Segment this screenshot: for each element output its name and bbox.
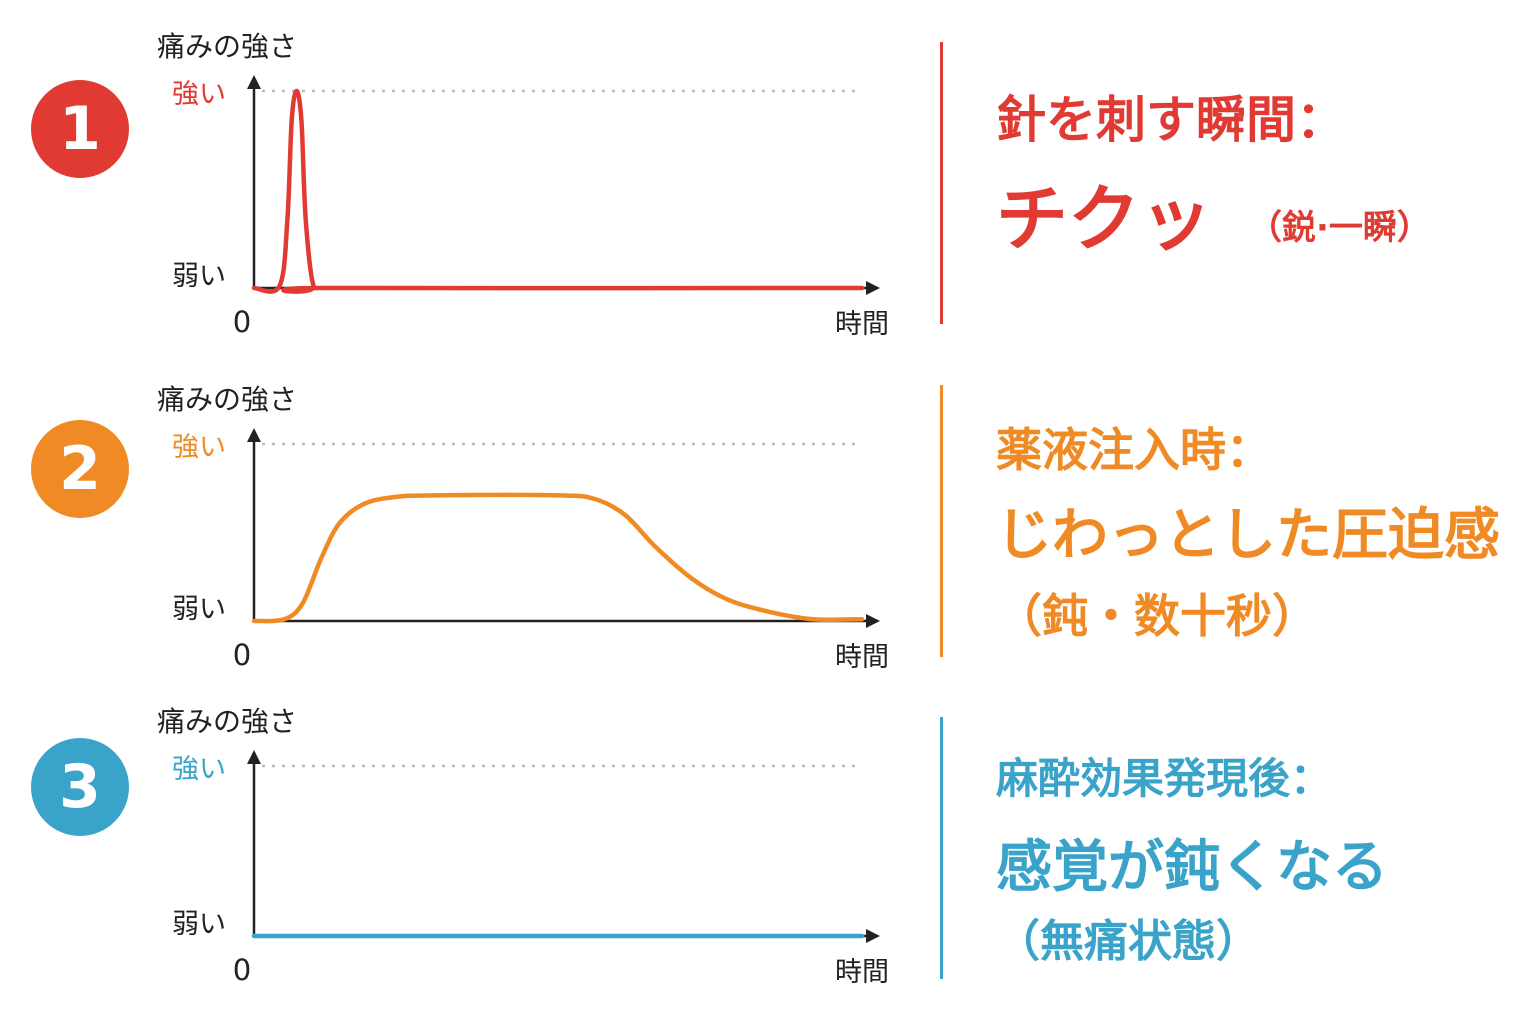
y-axis-title: 痛みの強さ [157,705,297,738]
description-sub: （無痛状態） [996,916,1260,967]
y-tick-low: 弱い [172,594,226,625]
description-main: じわっとした圧迫感 [996,503,1500,568]
x-axis-arrow [866,614,880,628]
x-origin-label: 0 [233,953,251,987]
separator-line [940,385,943,657]
description-sub: （鈍・数十秒） [996,589,1318,643]
description-heading: 針を刺す瞬間： [996,91,1346,149]
y-tick-low: 弱い [172,909,226,940]
description-main: チクッ [996,177,1213,261]
x-axis-title: 時間 [835,642,889,673]
y-tick-low: 弱い [172,261,226,292]
y-axis-title: 痛みの強さ [157,383,297,416]
description-heading: 薬液注入時： [996,423,1272,477]
x-axis-title: 時間 [835,309,889,340]
x-axis-arrow [866,929,880,943]
step-number-badge: 3 [31,738,129,836]
y-axis-arrow [247,428,261,442]
description-heading: 麻酔効果発現後： [996,754,1333,803]
y-axis-arrow [247,750,261,764]
description-main: 感覚が鈍くなる [996,835,1388,900]
y-axis-arrow [247,75,261,89]
pain-curve [251,492,865,624]
y-tick-high: 強い [172,79,226,110]
description-sub: （鋭·一瞬） [1248,208,1431,248]
pain-curve [251,88,865,294]
y-axis-title: 痛みの強さ [157,30,297,63]
x-axis-title: 時間 [835,957,889,988]
separator-line [940,717,943,979]
x-origin-label: 0 [233,638,251,672]
y-tick-high: 強い [172,754,226,785]
x-origin-label: 0 [233,305,251,339]
x-axis-arrow [866,281,880,295]
step-number-badge: 1 [31,80,129,178]
separator-line [940,42,943,324]
y-tick-high: 強い [172,432,226,463]
step-number-badge: 2 [31,420,129,518]
